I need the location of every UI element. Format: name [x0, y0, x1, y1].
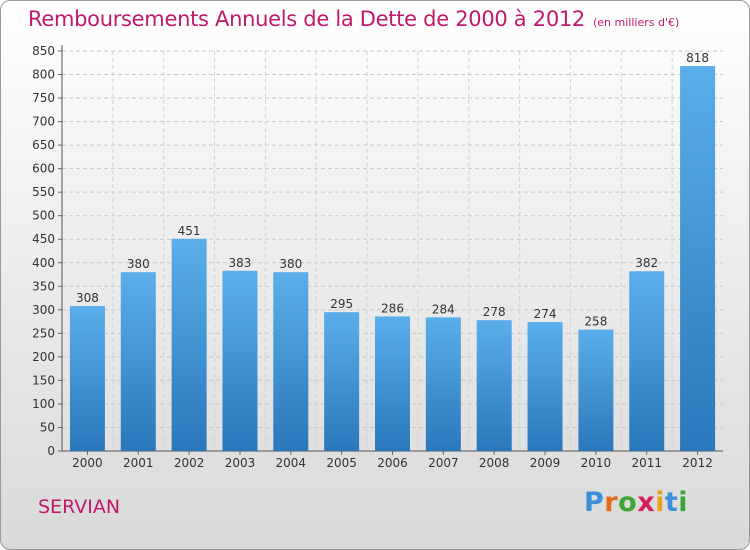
- bar[interactable]: [629, 271, 665, 451]
- y-tick-label: 450: [32, 232, 55, 246]
- y-tick-label: 500: [32, 209, 55, 223]
- y-tick-label: 700: [32, 115, 55, 129]
- bar-value-label: 284: [432, 302, 455, 316]
- bar[interactable]: [680, 66, 716, 451]
- bar-value-label: 383: [229, 256, 252, 270]
- bar[interactable]: [222, 270, 258, 451]
- bar-value-label: 286: [381, 301, 404, 315]
- bar[interactable]: [375, 316, 410, 451]
- logo-letter: r: [604, 487, 619, 518]
- proxiti-logo[interactable]: Proxiti: [584, 487, 688, 518]
- bar-value-label: 818: [686, 51, 709, 65]
- bar[interactable]: [578, 329, 614, 451]
- y-tick-label: 200: [32, 350, 55, 364]
- y-tick-label: 0: [47, 444, 55, 458]
- y-tick-label: 400: [32, 256, 55, 270]
- chart-subtitle: (en milliers d'€): [593, 16, 680, 29]
- x-tick-label: 2012: [682, 456, 713, 470]
- bar[interactable]: [273, 272, 309, 451]
- x-tick-label: 2000: [72, 456, 103, 470]
- bar[interactable]: [324, 312, 360, 451]
- bar-value-label: 380: [127, 257, 150, 271]
- bar[interactable]: [69, 306, 105, 451]
- bar-value-label: 274: [534, 307, 557, 321]
- y-tick-label: 600: [32, 162, 55, 176]
- y-tick-label: 550: [32, 185, 55, 199]
- y-tick-label: 800: [32, 68, 55, 82]
- logo-letter: i: [678, 487, 689, 518]
- bar-value-label: 258: [584, 315, 607, 329]
- bar-value-label: 308: [76, 291, 99, 305]
- y-tick-label: 750: [32, 91, 55, 105]
- y-tick-label: 650: [32, 138, 55, 152]
- logo-letter: o: [618, 487, 638, 518]
- bars: [69, 66, 716, 451]
- place-name: SERVIAN: [38, 496, 121, 518]
- bar[interactable]: [171, 238, 207, 451]
- x-tick-label: 2009: [530, 456, 561, 470]
- bar-value-label: 295: [330, 297, 353, 311]
- x-tick-label: 2011: [631, 456, 662, 470]
- bar[interactable]: [425, 317, 461, 451]
- x-tick-label: 2004: [276, 456, 307, 470]
- x-tick-label: 2007: [428, 456, 459, 470]
- x-tick-label: 2003: [225, 456, 256, 470]
- x-tick-label: 2008: [479, 456, 510, 470]
- bar[interactable]: [476, 320, 512, 451]
- x-tick-label: 2006: [377, 456, 408, 470]
- chart-title: Remboursements Annuels de la Dette de 20…: [28, 7, 679, 31]
- bar[interactable]: [120, 272, 156, 451]
- y-tick-label: 150: [32, 373, 55, 387]
- bar-value-label: 380: [279, 257, 302, 271]
- logo-letter: i: [655, 487, 665, 518]
- logo-letter: P: [584, 487, 605, 518]
- y-tick-label: 250: [32, 326, 55, 340]
- bar[interactable]: [527, 322, 563, 451]
- y-tick-label: 100: [32, 397, 55, 411]
- tick-labels: 0 50 100 150 200 250 300 350 400 450 500 550 600 650 7…: [32, 44, 713, 470]
- x-tick-label: 2005: [326, 456, 357, 470]
- y-tick-label: 850: [32, 44, 55, 58]
- bar-value-label: 278: [483, 305, 506, 319]
- x-tick-label: 2010: [581, 456, 612, 470]
- y-tick-label: 350: [32, 279, 55, 293]
- y-tick-label: 50: [40, 420, 55, 434]
- bar-value-label: 451: [178, 224, 201, 238]
- x-tick-label: 2002: [174, 456, 205, 470]
- logo-letter: t: [664, 487, 679, 518]
- chart-title-text: Remboursements Annuels de la Dette de 20…: [28, 7, 585, 31]
- y-tick-label: 300: [32, 303, 55, 317]
- logo-letter: x: [637, 487, 656, 518]
- value-labels: 308 380 451 383 380 295 286 284 278 274 258 382 818: [76, 51, 709, 329]
- x-tick-label: 2001: [123, 456, 154, 470]
- bar-value-label: 382: [635, 256, 658, 270]
